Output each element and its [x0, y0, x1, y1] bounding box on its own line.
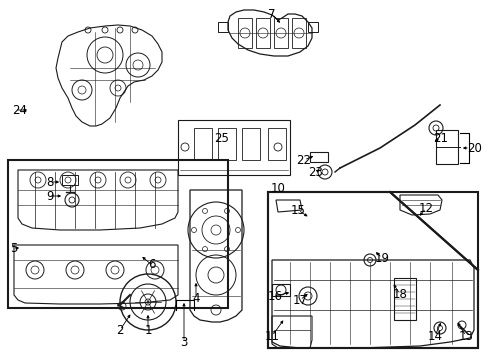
- Bar: [393, 278, 415, 320]
- Bar: [178, 120, 289, 175]
- Text: 3: 3: [180, 336, 187, 348]
- Text: 16: 16: [267, 289, 282, 302]
- Text: 2: 2: [116, 324, 123, 337]
- Text: 15: 15: [290, 203, 305, 216]
- Text: 6: 6: [148, 258, 156, 271]
- Bar: [435, 130, 457, 164]
- Text: 17: 17: [292, 293, 307, 306]
- Bar: [267, 192, 477, 348]
- Text: 5: 5: [10, 242, 18, 255]
- Text: 4: 4: [192, 292, 199, 305]
- Text: 23: 23: [308, 166, 323, 179]
- Text: 24: 24: [12, 104, 27, 117]
- Text: 8: 8: [46, 176, 53, 189]
- Text: 18: 18: [392, 288, 407, 301]
- Text: 11: 11: [264, 329, 279, 342]
- Text: 20: 20: [466, 141, 481, 154]
- Text: 9: 9: [46, 189, 53, 202]
- Text: 14: 14: [427, 329, 442, 342]
- Bar: [8, 160, 227, 308]
- Text: 19: 19: [374, 252, 389, 265]
- Text: 22: 22: [296, 153, 311, 166]
- Text: 7: 7: [268, 8, 275, 21]
- Text: 12: 12: [418, 202, 433, 215]
- Text: 13: 13: [458, 329, 472, 342]
- Text: 21: 21: [433, 131, 447, 144]
- Text: 25: 25: [214, 131, 229, 144]
- Text: 1: 1: [144, 324, 151, 337]
- Text: 10: 10: [270, 181, 285, 194]
